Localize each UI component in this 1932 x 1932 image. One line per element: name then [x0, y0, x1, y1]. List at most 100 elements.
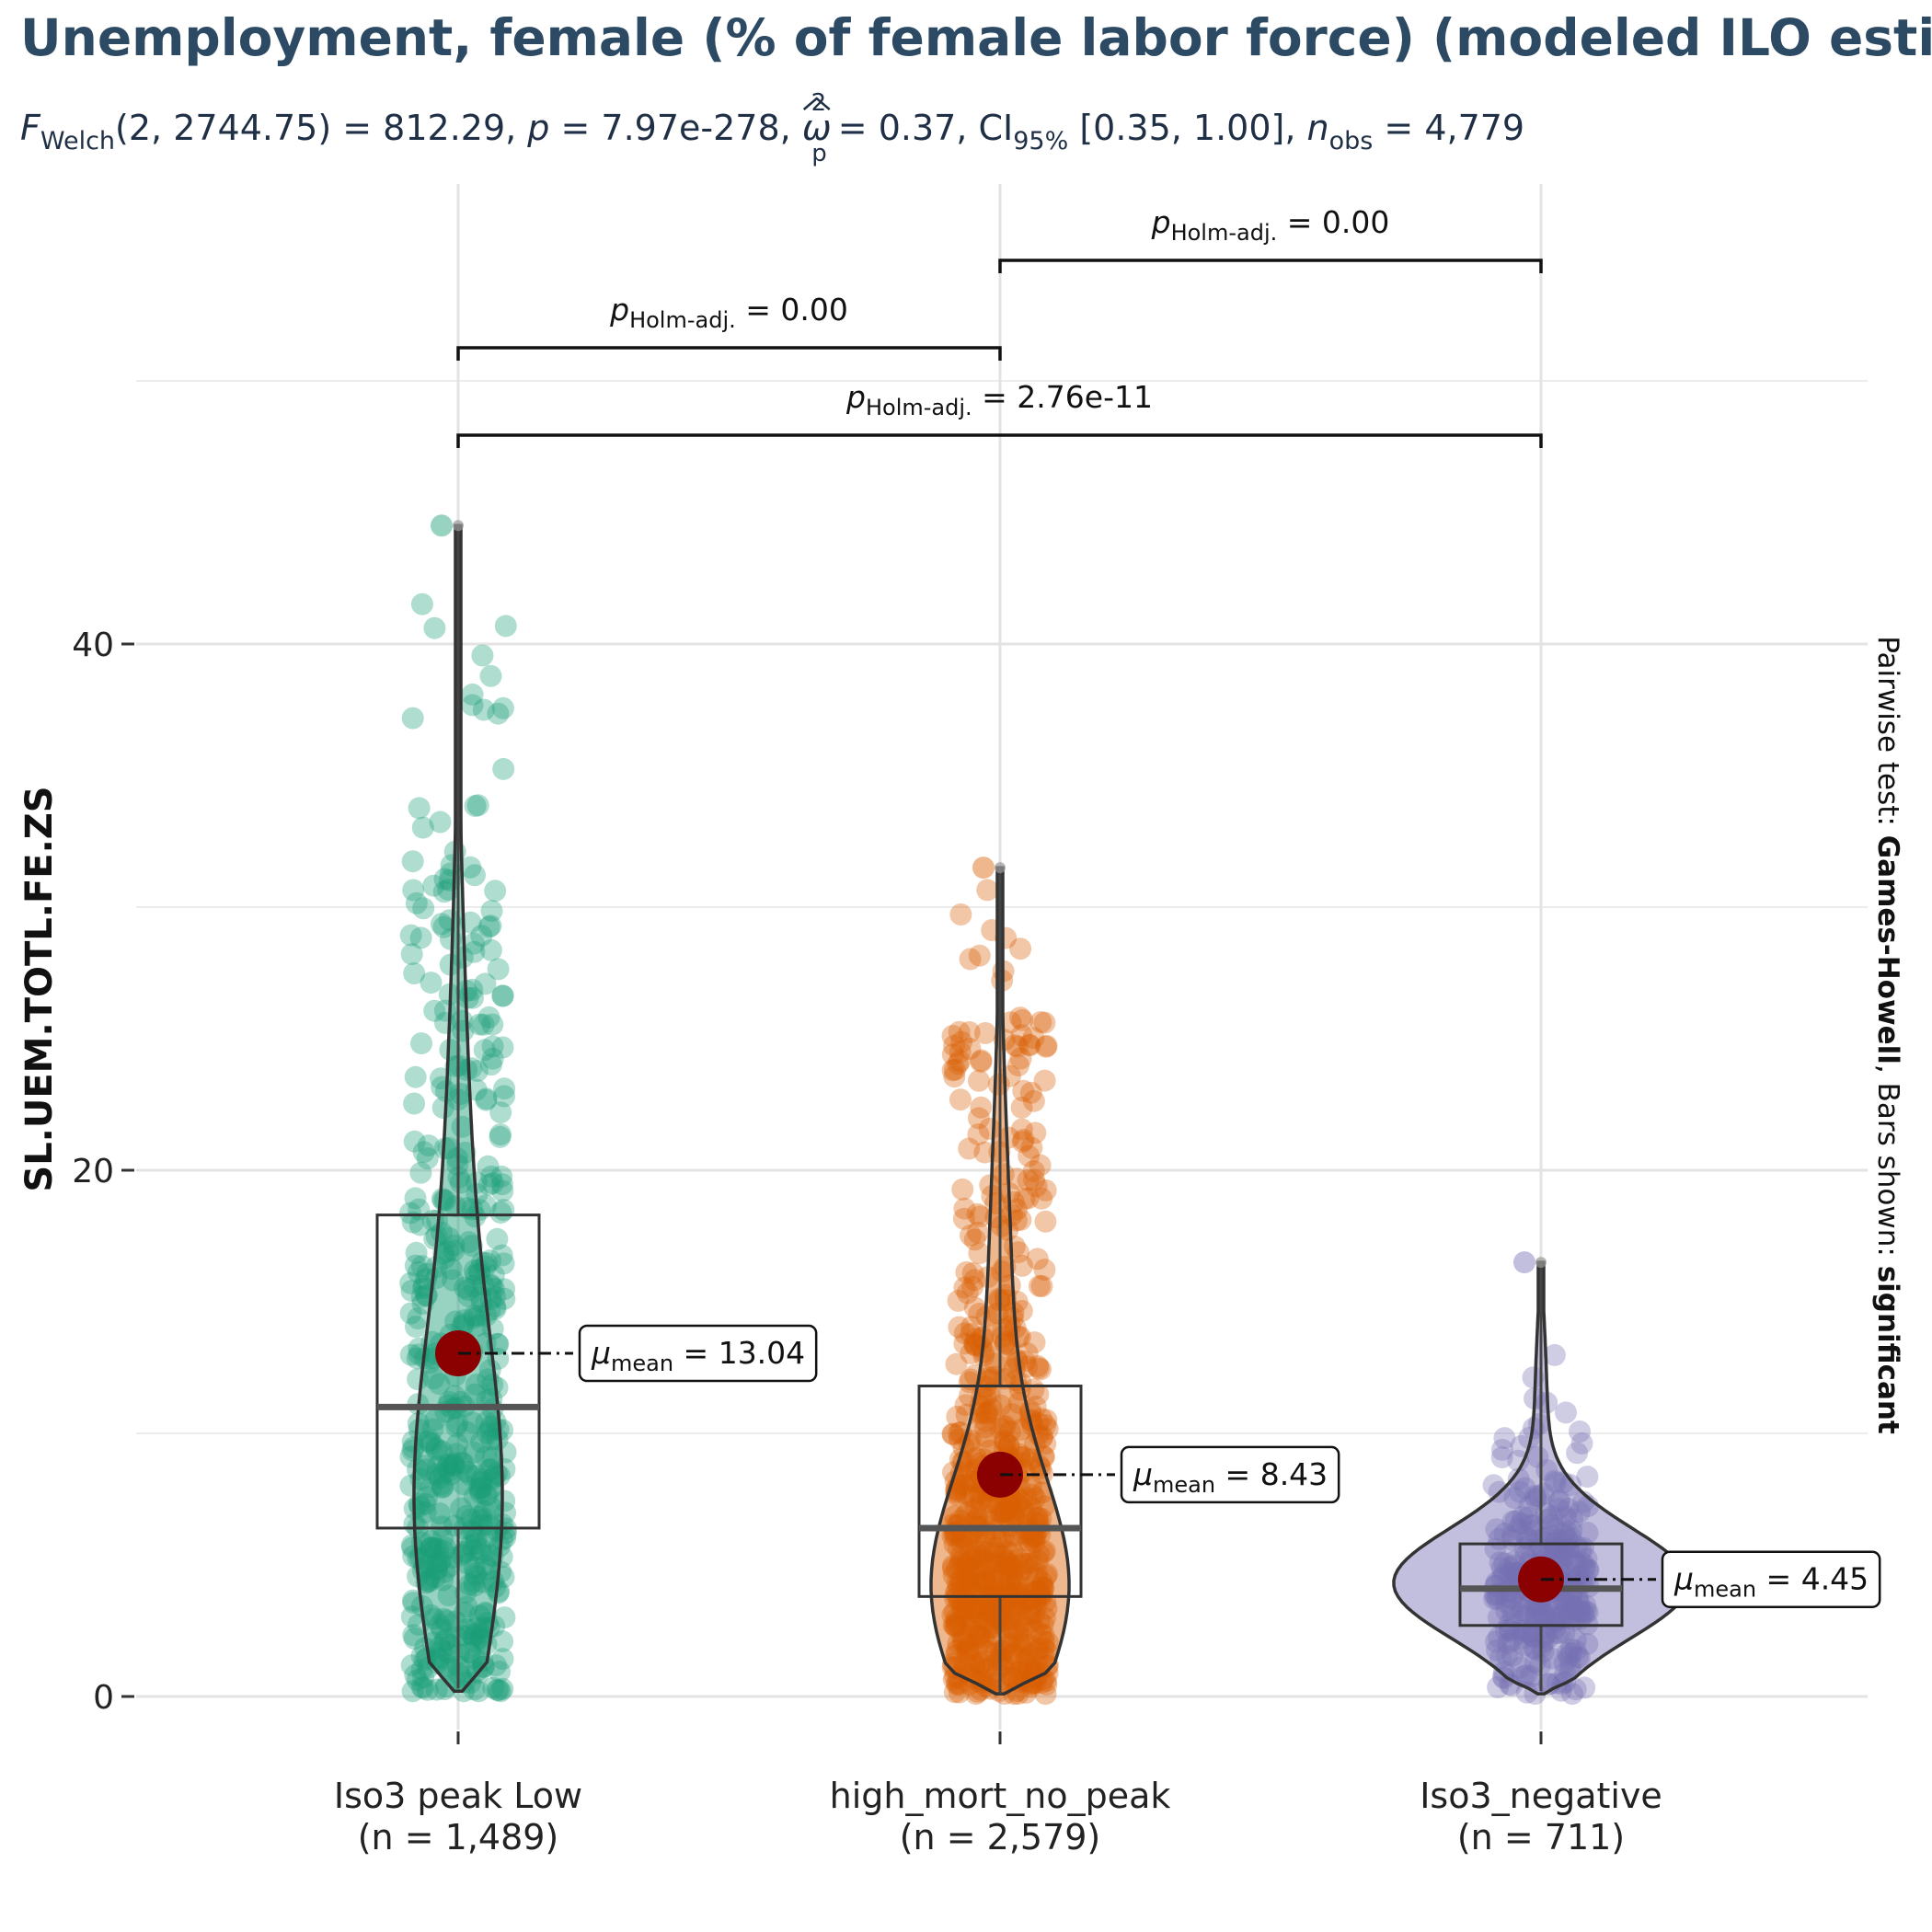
data-point [477, 1006, 500, 1029]
data-point [980, 1397, 1003, 1420]
data-point [1011, 1489, 1034, 1512]
stat-df: (2, 2744.75) = 812.29, [115, 108, 527, 148]
data-point [1487, 1606, 1510, 1629]
data-point [1541, 1513, 1564, 1536]
data-point [1006, 1035, 1029, 1058]
data-point [974, 1541, 997, 1564]
data-point [1557, 1605, 1580, 1628]
data-point [1549, 1679, 1572, 1702]
data-point [431, 1440, 454, 1463]
data-point [1562, 1595, 1585, 1618]
data-point [1029, 1507, 1052, 1530]
data-point [950, 1532, 973, 1555]
data-point [469, 1627, 492, 1650]
y-tick-label: 0 [93, 1679, 114, 1717]
data-point [1497, 1632, 1520, 1655]
data-point [1026, 1647, 1049, 1670]
data-point [994, 1431, 1017, 1454]
data-point [463, 932, 486, 955]
data-point [1556, 1590, 1579, 1613]
data-point [438, 1453, 461, 1476]
data-point [971, 1535, 994, 1558]
data-point [408, 1418, 431, 1441]
data-point [442, 1455, 465, 1478]
data-point [474, 972, 497, 995]
data-point [1501, 1604, 1524, 1627]
data-point [428, 1551, 451, 1574]
data-point [401, 1430, 424, 1453]
data-point [1520, 1665, 1542, 1688]
data-point [963, 1486, 985, 1509]
data-point [454, 1581, 477, 1604]
data-point [999, 1502, 1022, 1525]
data-point [967, 1625, 990, 1648]
data-point [945, 1352, 968, 1375]
data-point [477, 1558, 499, 1581]
data-point [1009, 1208, 1032, 1231]
data-point [430, 1548, 453, 1571]
data-point [471, 1628, 494, 1651]
data-point [466, 794, 489, 817]
data-point [436, 1240, 459, 1263]
data-point [480, 900, 503, 923]
data-point [1489, 1551, 1512, 1574]
data-point [399, 1474, 422, 1497]
data-point [991, 1326, 1014, 1348]
data-point [401, 1536, 424, 1559]
data-point [403, 1130, 426, 1153]
data-point [1528, 1535, 1551, 1558]
data-point [941, 1555, 964, 1577]
data-point [945, 1611, 968, 1634]
data-point [483, 1615, 506, 1638]
data-point [973, 1416, 996, 1439]
data-point [445, 1415, 467, 1438]
data-point [1002, 1599, 1024, 1622]
data-point [1512, 1634, 1535, 1657]
data-point [1536, 1508, 1559, 1531]
data-point [479, 938, 502, 961]
data-point [431, 1639, 453, 1662]
data-point [1029, 1583, 1052, 1606]
data-point [479, 1249, 501, 1272]
data-point [969, 1626, 992, 1649]
data-point [1000, 1642, 1023, 1665]
data-point [963, 1333, 986, 1356]
data-point [967, 1547, 990, 1570]
box [375, 1213, 541, 1530]
data-point [997, 1126, 1020, 1149]
data-point [410, 1675, 433, 1698]
data-point [1488, 1626, 1510, 1649]
group-2-layer: μmean = 4.45 [1392, 1251, 1881, 1706]
data-point [415, 1458, 438, 1481]
data-point [1000, 1203, 1023, 1226]
data-point [948, 1020, 971, 1043]
data-point [1033, 1606, 1056, 1629]
data-point [491, 696, 514, 719]
data-point [1024, 1395, 1047, 1418]
data-point [464, 864, 486, 887]
data-point [410, 1255, 433, 1278]
data-point [1026, 1354, 1049, 1377]
data-point [1569, 1601, 1592, 1623]
data-point [972, 1570, 995, 1593]
data-point [1567, 1589, 1590, 1612]
data-point [1031, 1571, 1053, 1594]
data-point [477, 1173, 500, 1196]
data-point [449, 1664, 472, 1687]
data-point [943, 1601, 966, 1624]
data-point [941, 1025, 964, 1047]
data-point [1527, 1485, 1550, 1508]
data-point [494, 1501, 517, 1524]
data-point [491, 1630, 514, 1653]
data-point [493, 1278, 516, 1301]
data-point [1030, 1275, 1053, 1297]
data-point [1557, 1641, 1580, 1664]
data-point [422, 1367, 445, 1390]
data-point [1493, 1427, 1516, 1450]
data-point [1010, 1418, 1033, 1441]
data-point [408, 797, 431, 820]
data-point [990, 1568, 1013, 1591]
data-point [421, 1418, 444, 1441]
data-point [1570, 1551, 1593, 1574]
data-point [1569, 1420, 1591, 1443]
